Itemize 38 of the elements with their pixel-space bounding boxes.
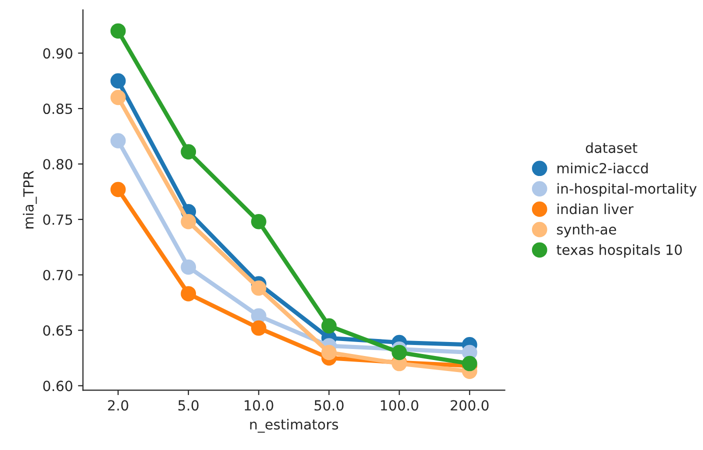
point bbox=[110, 182, 126, 198]
point bbox=[180, 214, 196, 230]
y-tick-label: 0.90 bbox=[43, 48, 72, 59]
legend-label: texas hospitals 10 bbox=[556, 244, 682, 258]
point bbox=[392, 344, 407, 360]
point bbox=[180, 259, 196, 275]
point bbox=[110, 23, 126, 39]
x-tick-label: 10.0 bbox=[244, 400, 274, 411]
point bbox=[251, 308, 266, 324]
point bbox=[110, 133, 126, 148]
point bbox=[180, 286, 196, 302]
y-tick-label: 0.80 bbox=[43, 158, 72, 170]
legend-label: mimic2-iaccd bbox=[558, 162, 648, 174]
x-axis-title: n_estimators bbox=[250, 418, 338, 433]
legend-title: dataset bbox=[586, 142, 638, 154]
point bbox=[321, 318, 337, 334]
y-tick-label: 0.85 bbox=[43, 104, 72, 114]
legend-label: in-hospital-mortality bbox=[558, 183, 697, 197]
point bbox=[110, 73, 126, 88]
point bbox=[251, 280, 266, 296]
y-tick-label: 0.75 bbox=[43, 214, 72, 225]
y-axis-title: mia_TPR bbox=[22, 170, 37, 228]
point bbox=[110, 90, 126, 106]
x-tick-label: 100.0 bbox=[380, 400, 418, 411]
y-tick-label: 0.70 bbox=[43, 270, 72, 280]
x-tick-label: 2.0 bbox=[108, 400, 128, 411]
point bbox=[251, 214, 266, 230]
x-tick-label: 5.0 bbox=[178, 400, 199, 411]
point bbox=[321, 344, 337, 360]
x-tick-label: 50.0 bbox=[314, 400, 344, 411]
x-tick-label: 200.0 bbox=[450, 400, 489, 411]
point bbox=[180, 144, 196, 160]
point bbox=[462, 356, 478, 372]
legend-label: indian liver bbox=[558, 203, 634, 214]
legend-label: synth-ae bbox=[557, 224, 616, 238]
point bbox=[251, 320, 266, 336]
y-tick-label: 0.65 bbox=[43, 325, 72, 336]
y-tick-label: 0.60 bbox=[43, 380, 72, 392]
